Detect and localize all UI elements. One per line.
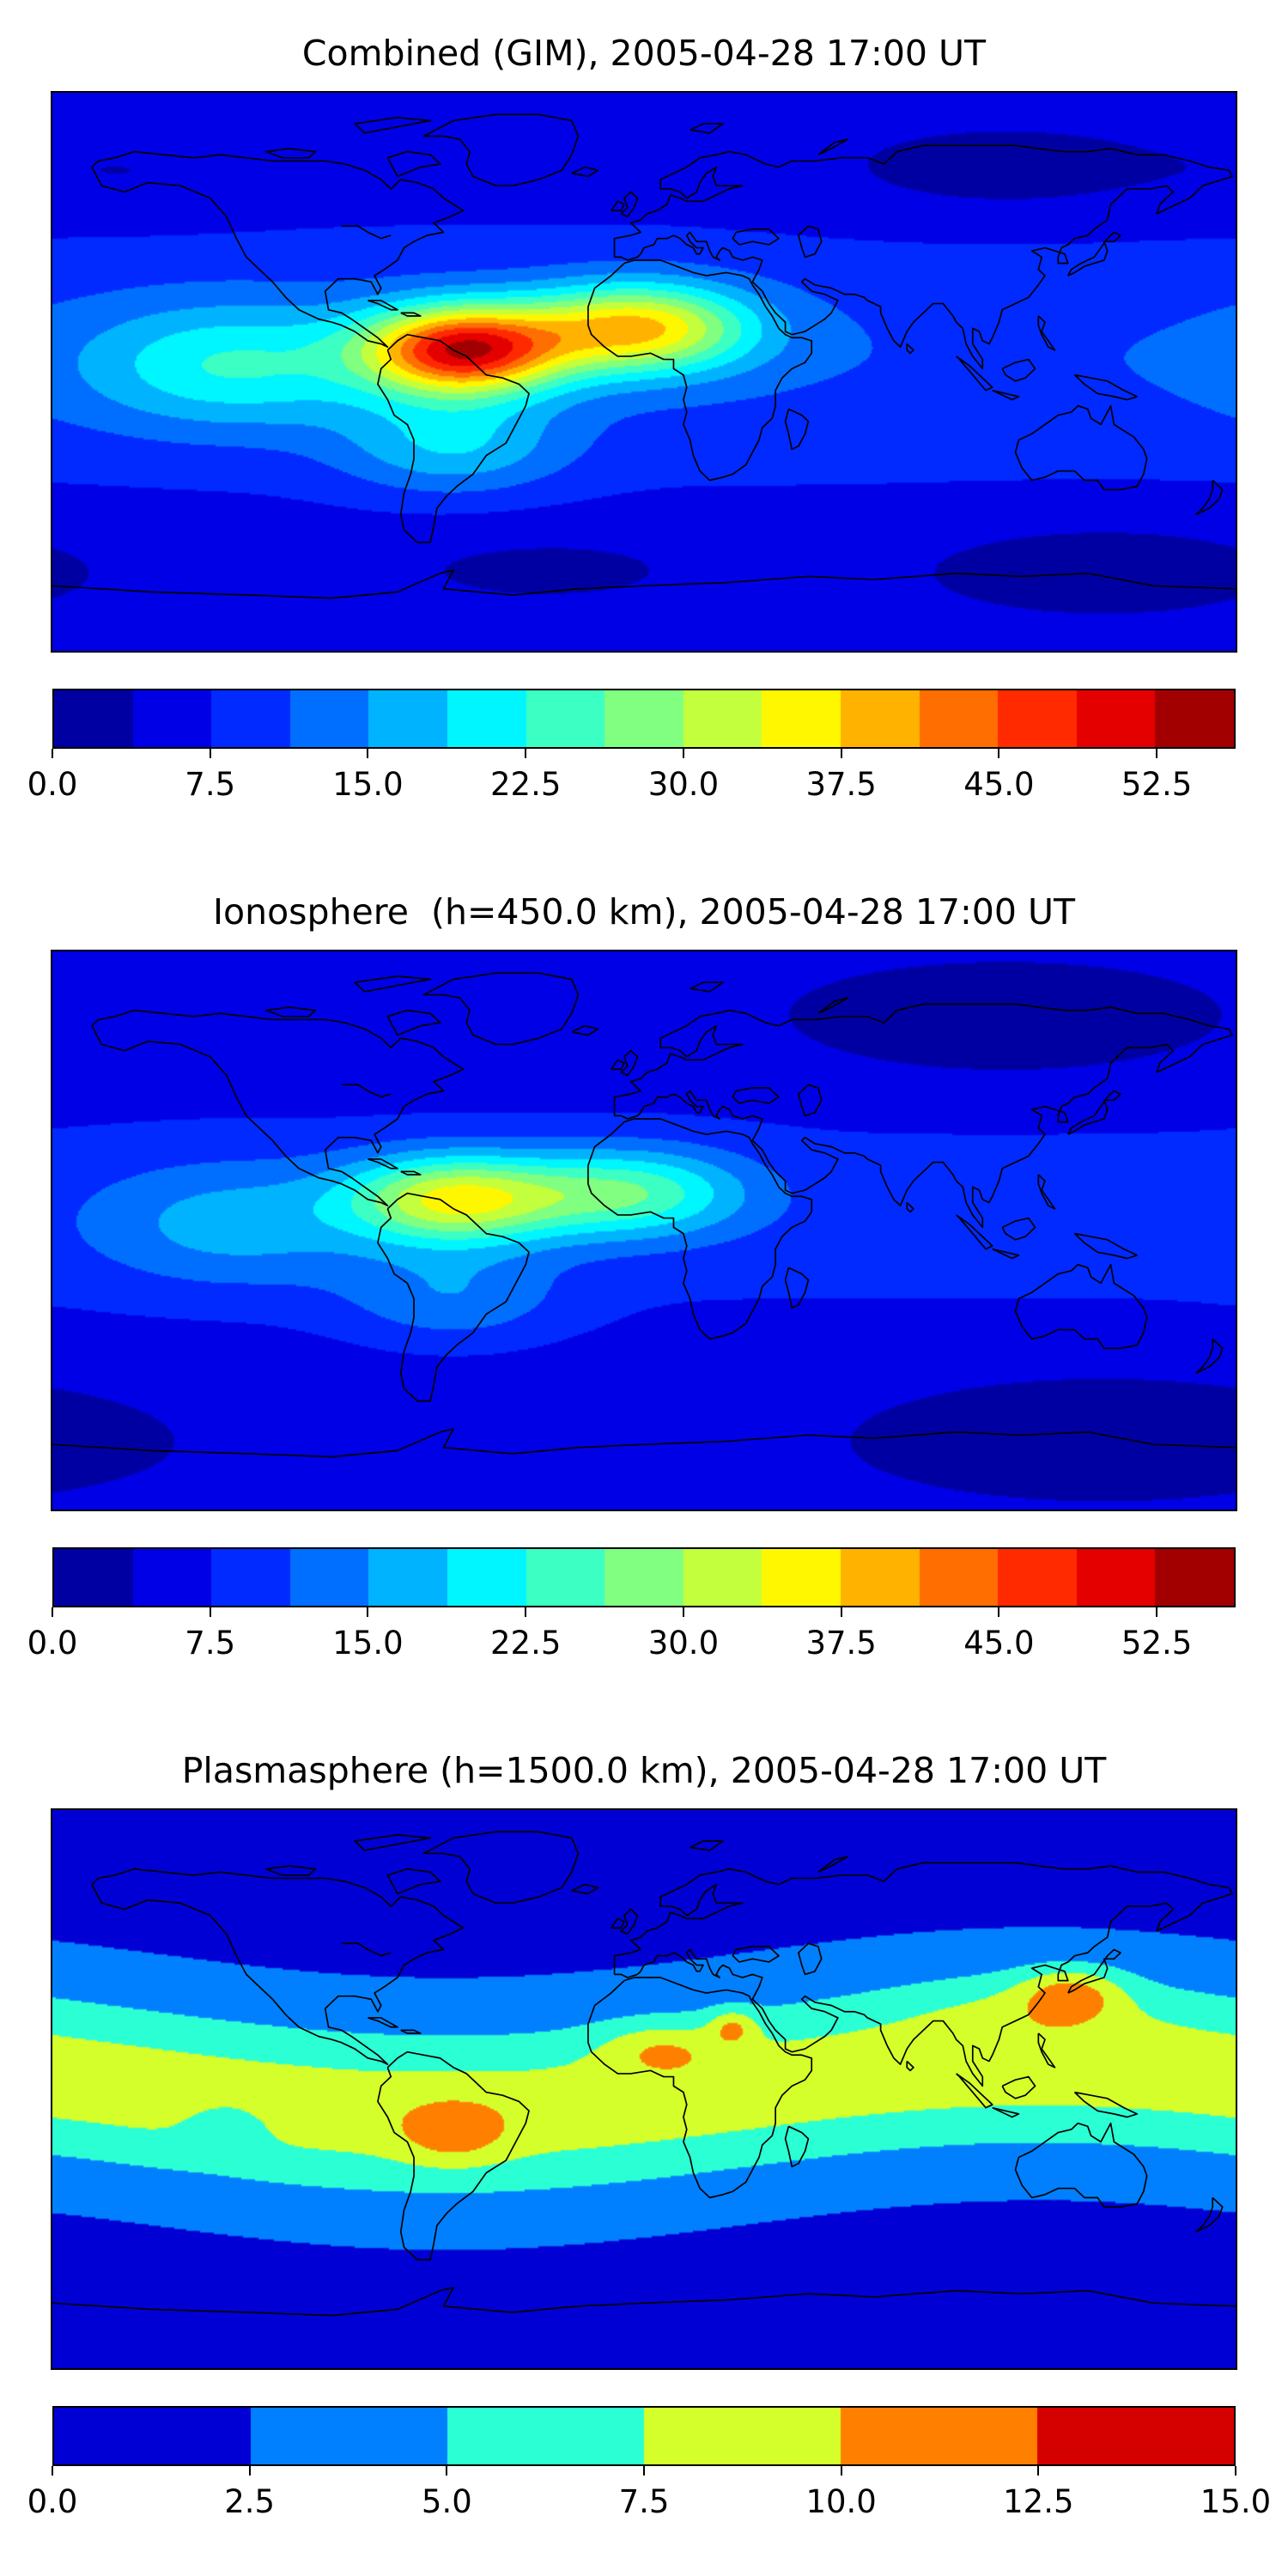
colorbar-combined: [52, 689, 1236, 749]
figure-title-ionosphere: Ionosphere (h=450.0 km), 2005-04-28 17:0…: [212, 891, 1076, 933]
colorbar-tick-label: 10.0: [805, 2483, 877, 2520]
world-map-combined: [51, 91, 1237, 653]
colorbar-tick-label: 7.5: [185, 1625, 236, 1662]
colorbar-tick-label: 2.5: [224, 2483, 276, 2520]
colorbar-tick-labels: 0.0 7.5 15.0 22.5 30.0 37.5 45.0 52.5: [27, 1623, 1236, 1668]
world-map-ionosphere: [51, 950, 1237, 1511]
colorbar-tick-label: 0.0: [27, 2483, 78, 2520]
world-map-plasmasphere: [51, 1808, 1237, 2370]
tec-heatmap-canvas-ionosphere: [52, 951, 1236, 1510]
colorbar-tick-label: 7.5: [185, 766, 236, 803]
coastline-path: [52, 1832, 1236, 2315]
coastlines-overlay: [52, 93, 1236, 651]
colorbar-tick-label: 12.5: [1003, 2483, 1074, 2520]
colorbar-tick-label: 7.5: [618, 2483, 670, 2520]
colorbar-tick-label: 37.5: [805, 766, 877, 803]
colorbar-ionosphere: [52, 1547, 1236, 1607]
colorbar-tick-label: 15.0: [1200, 2483, 1272, 2520]
coastlines-overlay: [52, 951, 1236, 1510]
colorbar-canvas: [54, 690, 1234, 747]
colorbar-canvas: [54, 1549, 1234, 1606]
colorbar-tick-mark: [840, 2466, 842, 2476]
colorbar-tick-label: 30.0: [647, 766, 720, 803]
colorbar-tick-mark: [367, 749, 369, 758]
coastline-path: [52, 973, 1236, 1456]
coastlines-overlay: [52, 1810, 1236, 2368]
colorbar-tick-label: 0.0: [27, 1625, 78, 1662]
colorbar-tick-labels: 0.0 7.5 15.0 22.5 30.0 37.5 45.0 52.5: [27, 764, 1236, 809]
colorbar-tick-mark: [367, 1607, 369, 1617]
colorbar-tick-labels: 0.0 2.5 5.0 7.5 10.0 12.5 15.0: [27, 2482, 1272, 2526]
colorbar-tick-mark: [1037, 2466, 1040, 2476]
colorbar-tick-mark: [52, 2466, 53, 2476]
colorbar-tick-mark: [998, 1607, 1000, 1617]
colorbar-tick-label: 52.5: [1121, 1625, 1193, 1662]
tec-heatmap-canvas-plasmasphere: [52, 1810, 1236, 2368]
colorbar-canvas: [54, 2408, 1234, 2464]
figure-ionosphere: Ionosphere (h=450.0 km), 2005-04-28 17:0…: [0, 859, 1288, 1717]
figure-title-plasmasphere: Plasmasphere (h=1500.0 km), 2005-04-28 1…: [181, 1750, 1107, 1791]
colorbar-tick-mark: [643, 2466, 645, 2476]
colorbar-tick-label: 30.0: [647, 1625, 720, 1662]
coastline-path: [52, 114, 1236, 598]
colorbar-tick-mark: [998, 749, 1000, 758]
colorbar-tick-mark: [840, 749, 842, 758]
colorbar-area-combined: 0.0 7.5 15.0 22.5 30.0 37.5 45.0 52.5: [27, 689, 1236, 809]
figure-combined-gim: Combined (GIM), 2005-04-28 17:00 UT 0.0 7…: [0, 0, 1288, 859]
colorbar-tick-label: 45.0: [963, 766, 1035, 803]
colorbar-tick-mark: [525, 749, 527, 758]
colorbar-area-plasmasphere: 0.0 2.5 5.0 7.5 10.0 12.5 15.0: [27, 2406, 1272, 2526]
colorbar-tick-mark: [52, 749, 53, 758]
colorbar-tick-mark: [682, 1607, 684, 1617]
colorbar-plasmasphere: [52, 2406, 1236, 2466]
colorbar-tick-mark: [209, 1607, 211, 1617]
colorbar-tick-mark: [248, 2466, 251, 2476]
colorbar-tick-mark: [52, 1607, 53, 1617]
colorbar-area-ionosphere: 0.0 7.5 15.0 22.5 30.0 37.5 45.0 52.5: [27, 1547, 1236, 1668]
colorbar-tick-label: 5.0: [421, 2483, 472, 2520]
tec-heatmap-canvas-combined: [52, 93, 1236, 651]
colorbar-tick-label: 0.0: [27, 766, 78, 803]
colorbar-tick-label: 22.5: [489, 766, 562, 803]
colorbar-tick-mark: [1156, 1607, 1158, 1617]
colorbar-tick-mark: [1156, 749, 1158, 758]
figure-title-combined: Combined (GIM), 2005-04-28 17:00 UT: [301, 33, 987, 74]
figure-plasmasphere: Plasmasphere (h=1500.0 km), 2005-04-28 1…: [0, 1717, 1288, 2576]
colorbar-tick-label: 52.5: [1121, 766, 1193, 803]
colorbar-tick-label: 37.5: [805, 1625, 877, 1662]
colorbar-tick-mark: [525, 1607, 527, 1617]
colorbar-tick-mark: [1235, 2466, 1236, 2476]
colorbar-tick-mark: [209, 749, 211, 758]
colorbar-tick-label: 15.0: [332, 1625, 404, 1662]
colorbar-tick-mark: [840, 1607, 842, 1617]
colorbar-tick-mark: [682, 749, 684, 758]
colorbar-tick-label: 22.5: [489, 1625, 562, 1662]
colorbar-tick-label: 45.0: [963, 1625, 1035, 1662]
colorbar-tick-mark: [446, 2466, 448, 2476]
colorbar-tick-label: 15.0: [332, 766, 404, 803]
